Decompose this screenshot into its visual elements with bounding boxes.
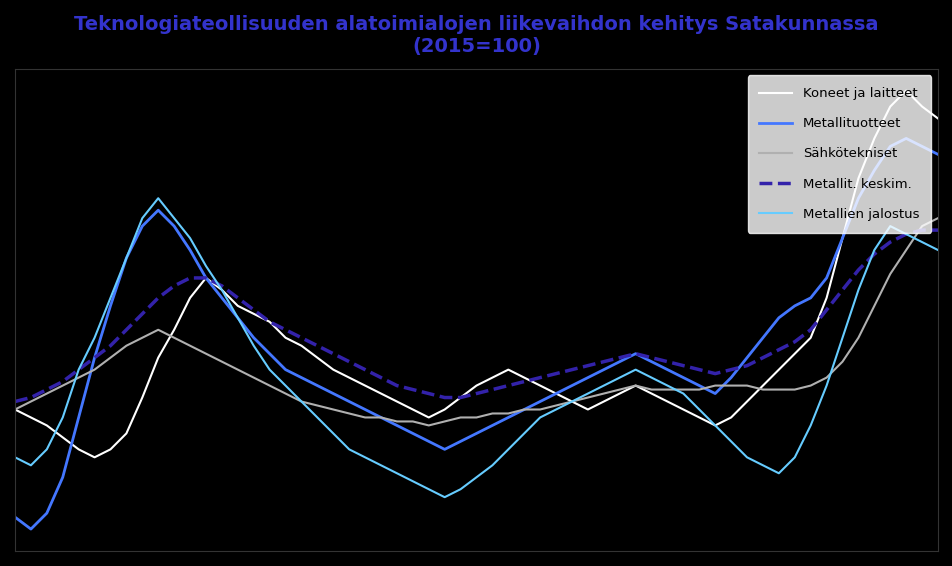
Sähkötekniset bbox=[693, 386, 704, 393]
Koneet ja laitteet bbox=[931, 115, 942, 122]
Metallien jalostus bbox=[931, 247, 942, 254]
Sähkötekniset bbox=[502, 410, 513, 417]
Koneet ja laitteet bbox=[10, 406, 21, 413]
Line: Metallit. keskim.: Metallit. keskim. bbox=[15, 230, 937, 401]
Koneet ja laitteet bbox=[41, 422, 52, 429]
Metallituotteet bbox=[264, 350, 275, 357]
Metallituotteet bbox=[10, 514, 21, 521]
Metallien jalostus bbox=[105, 294, 116, 301]
Koneet ja laitteet bbox=[89, 454, 100, 461]
Metallituotteet bbox=[693, 382, 704, 389]
Metallit. keskim. bbox=[41, 386, 52, 393]
Line: Sähkötekniset: Sähkötekniset bbox=[15, 218, 937, 426]
Sähkötekniset bbox=[423, 422, 434, 429]
Metallituotteet bbox=[502, 414, 513, 421]
Metallituotteet bbox=[931, 151, 942, 158]
Metallien jalostus bbox=[41, 446, 52, 453]
Metallit. keskim. bbox=[486, 386, 498, 393]
Metallien jalostus bbox=[264, 366, 275, 373]
Metallien jalostus bbox=[10, 454, 21, 461]
Line: Metallituotteet: Metallituotteet bbox=[15, 139, 937, 529]
Metallit. keskim. bbox=[105, 342, 116, 349]
Koneet ja laitteet bbox=[900, 87, 911, 94]
Sähkötekniset bbox=[41, 390, 52, 397]
Metallien jalostus bbox=[169, 215, 180, 221]
Sähkötekniset bbox=[152, 327, 164, 333]
Metallien jalostus bbox=[439, 494, 450, 500]
Metallit. keskim. bbox=[10, 398, 21, 405]
Sähkötekniset bbox=[10, 406, 21, 413]
Metallit. keskim. bbox=[248, 306, 259, 313]
Legend: Koneet ja laitteet, Metallituotteet, Sähkötekniset, Metallit. keskim., Metallien: Koneet ja laitteet, Metallituotteet, Säh… bbox=[746, 75, 930, 233]
Metallien jalostus bbox=[152, 195, 164, 201]
Koneet ja laitteet bbox=[169, 327, 180, 333]
Sähkötekniset bbox=[931, 215, 942, 221]
Metallit. keskim. bbox=[931, 227, 942, 234]
Koneet ja laitteet bbox=[121, 430, 132, 437]
Koneet ja laitteet bbox=[502, 366, 513, 373]
Metallien jalostus bbox=[708, 422, 720, 429]
Metallit. keskim. bbox=[677, 362, 688, 369]
Title: Teknologiateollisuuden alatoimialojen liikevaihdon kehitys Satakunnassa
(2015=10: Teknologiateollisuuden alatoimialojen li… bbox=[74, 15, 878, 56]
Sähkötekniset bbox=[105, 354, 116, 361]
Metallituotteet bbox=[121, 255, 132, 261]
Line: Koneet ja laitteet: Koneet ja laitteet bbox=[15, 91, 937, 457]
Metallituotteet bbox=[169, 223, 180, 230]
Metallien jalostus bbox=[518, 430, 529, 437]
Sähkötekniset bbox=[248, 374, 259, 381]
Metallit. keskim. bbox=[152, 294, 164, 301]
Metallituotteet bbox=[900, 135, 911, 142]
Line: Metallien jalostus: Metallien jalostus bbox=[15, 198, 937, 497]
Metallit. keskim. bbox=[916, 227, 927, 234]
Koneet ja laitteet bbox=[264, 319, 275, 325]
Koneet ja laitteet bbox=[693, 414, 704, 421]
Metallituotteet bbox=[25, 526, 36, 533]
Metallituotteet bbox=[57, 474, 69, 481]
